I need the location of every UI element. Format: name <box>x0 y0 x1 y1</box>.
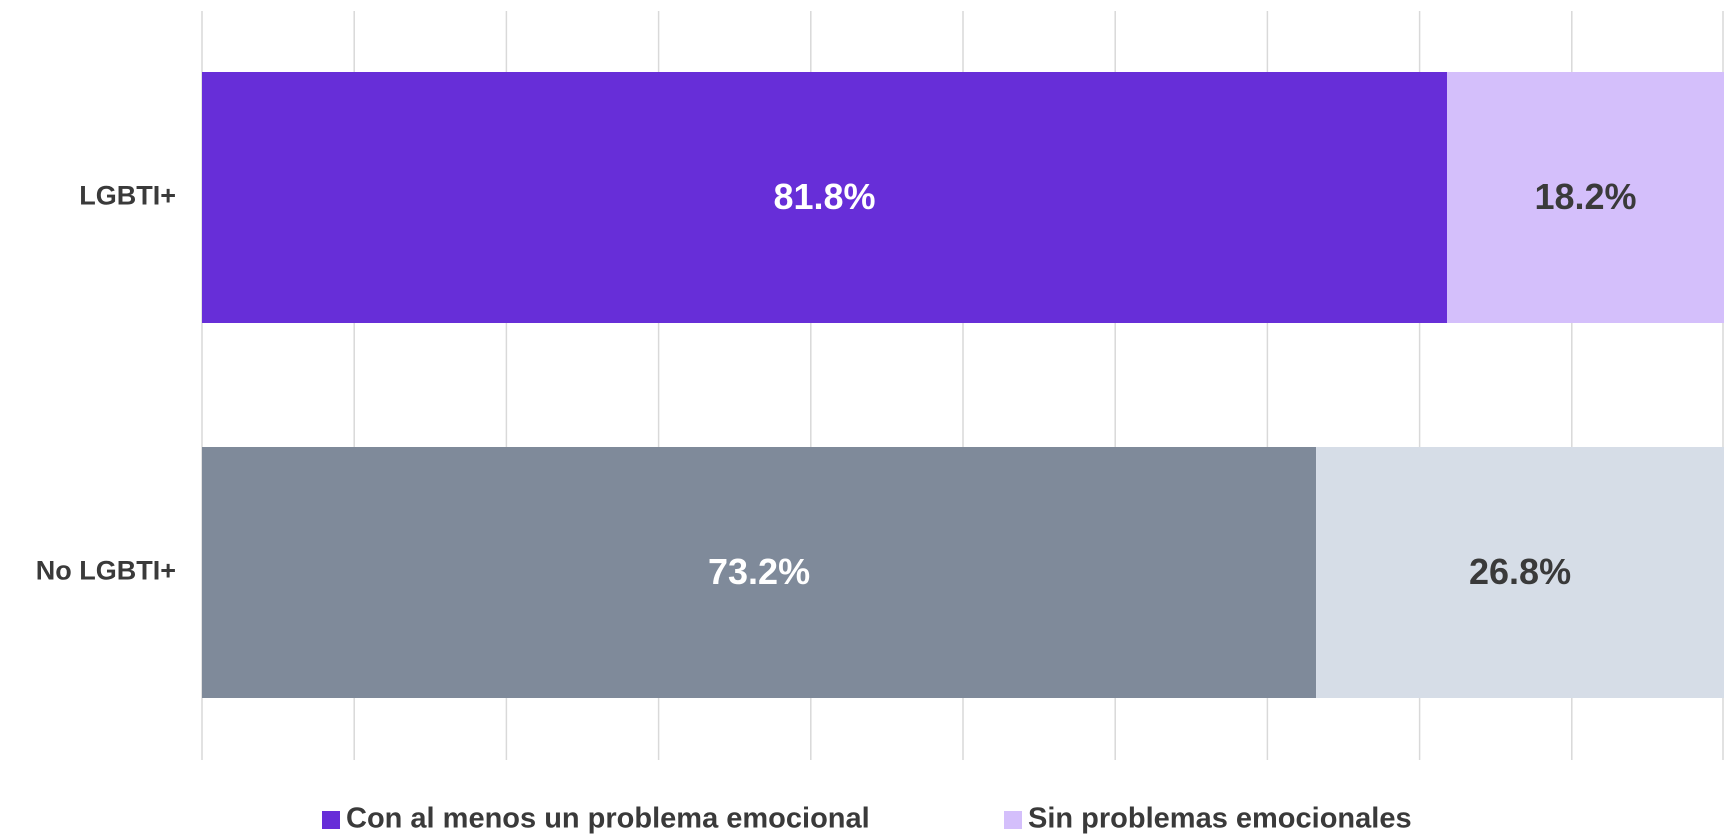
bar-segment <box>1446 72 1724 323</box>
y-tick-label: LGBTI+ <box>79 181 176 211</box>
data-label: 81.8% <box>773 176 875 217</box>
legend-swatch <box>322 811 340 829</box>
bar-segment <box>202 72 1447 323</box>
y-tick-label: No LGBTI+ <box>36 556 176 586</box>
data-label: 18.2% <box>1534 176 1636 217</box>
legend-label: Sin problemas emocionales <box>1028 803 1412 835</box>
legend-swatch <box>1004 811 1022 829</box>
bar-segment <box>202 447 1317 698</box>
data-label: 26.8% <box>1469 551 1571 592</box>
bar-segment <box>1316 447 1724 698</box>
data-label: 73.2% <box>708 551 810 592</box>
legend-label: Con al menos un problema emocional <box>346 803 870 835</box>
